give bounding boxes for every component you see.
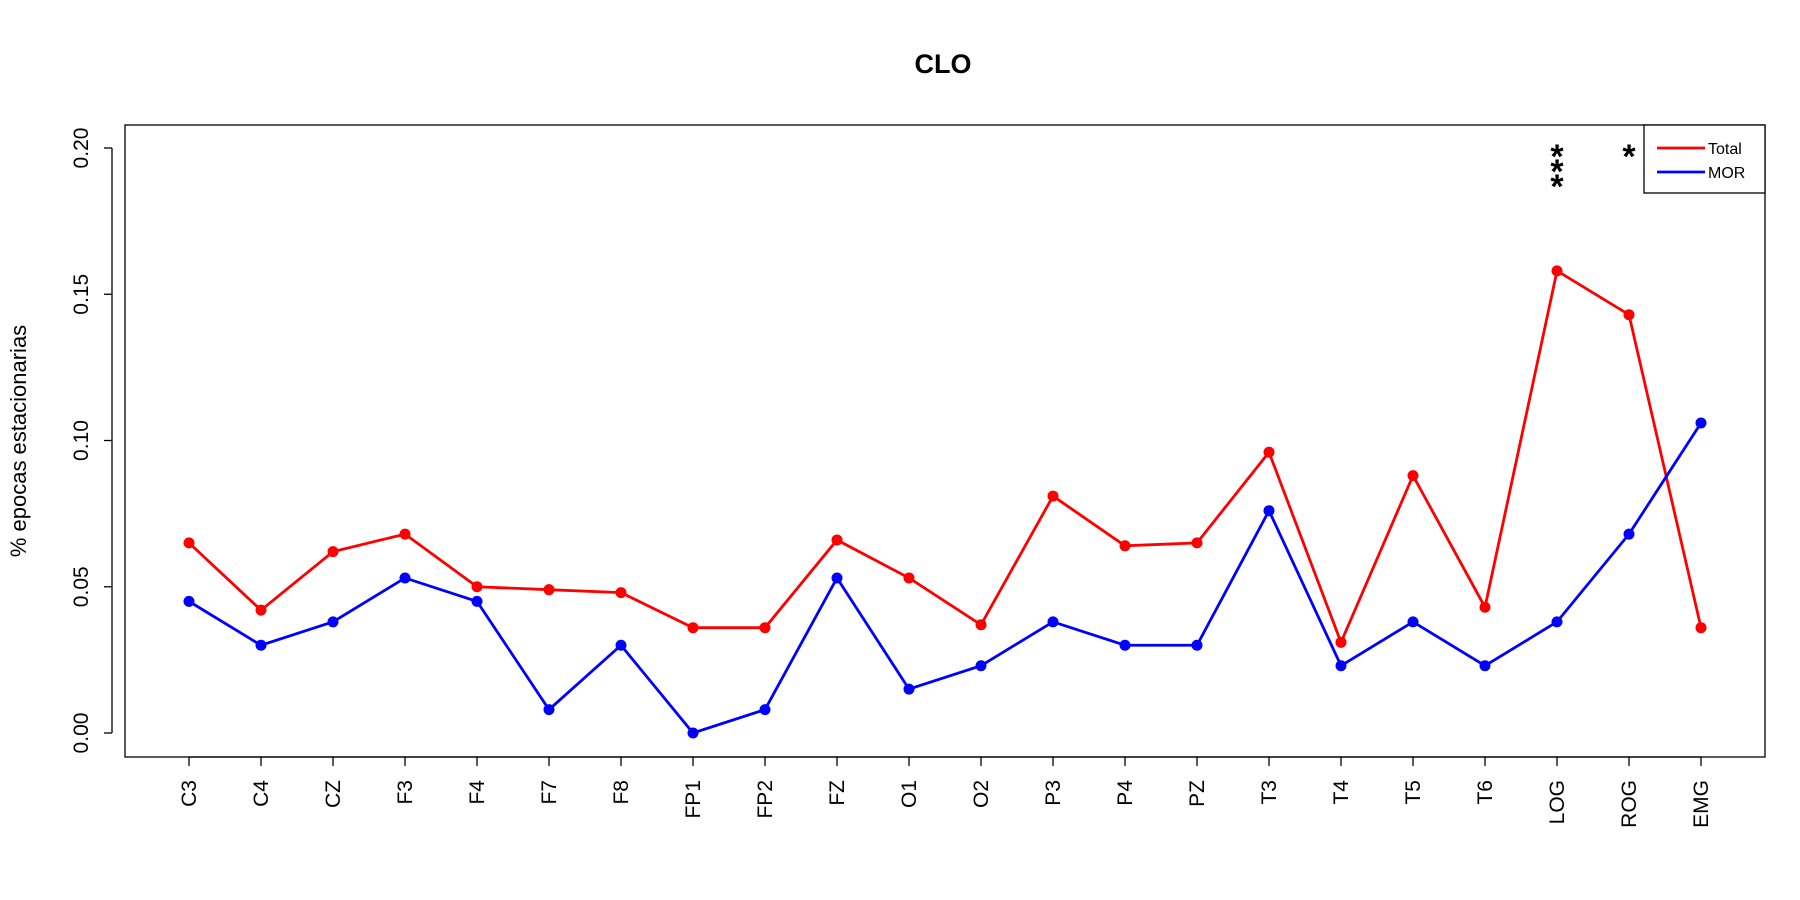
data-point xyxy=(399,528,411,540)
x-tick-label: T4 xyxy=(1330,780,1353,805)
data-point xyxy=(1047,616,1059,628)
data-point xyxy=(1695,622,1707,634)
legend-label: Total xyxy=(1708,141,1742,158)
x-tick-label: C3 xyxy=(178,780,201,807)
y-axis-label: % epocas estacionarias xyxy=(6,325,31,557)
data-point xyxy=(1119,639,1131,651)
x-axis: C3 C4 CZ F3 F4 F7 F8 FP1 FP2 FZ O1 O2 P3 P4 PZ T3 T4 T5 T6… xyxy=(178,756,1713,828)
data-point xyxy=(687,622,699,634)
x-tick-label: T5 xyxy=(1402,780,1425,805)
data-point xyxy=(1407,616,1419,628)
data-point xyxy=(759,622,771,634)
x-tick-label: ROG xyxy=(1618,780,1641,828)
data-point xyxy=(471,595,483,607)
data-point xyxy=(903,683,915,695)
chart-title: CLO xyxy=(915,49,972,79)
data-point xyxy=(1119,540,1131,552)
x-tick-label: FP2 xyxy=(754,780,777,819)
series-layer xyxy=(183,265,1707,739)
x-tick-label: LOG xyxy=(1546,780,1569,824)
series-line xyxy=(188,422,1703,735)
significance-star: * xyxy=(1550,168,1564,206)
data-point xyxy=(1191,639,1203,651)
data-point xyxy=(471,581,483,593)
x-tick-label: P3 xyxy=(1042,780,1065,806)
data-point xyxy=(1695,417,1707,429)
x-tick-label: T6 xyxy=(1474,780,1497,805)
series-line xyxy=(188,268,1703,647)
plot-frame xyxy=(124,124,1766,758)
y-tick-label: 0.00 xyxy=(70,713,93,754)
data-point xyxy=(975,660,987,672)
data-point xyxy=(831,534,843,546)
data-point xyxy=(975,619,987,631)
data-point xyxy=(903,572,915,584)
data-point xyxy=(1407,470,1419,482)
data-point xyxy=(1263,505,1275,517)
data-point xyxy=(759,704,771,716)
data-point xyxy=(1263,446,1275,458)
y-tick-label: 0.05 xyxy=(70,566,93,607)
y-tick-label: 0.20 xyxy=(70,128,93,169)
data-point xyxy=(1335,636,1347,648)
data-point xyxy=(1047,490,1059,502)
data-point xyxy=(1623,309,1635,321)
data-point xyxy=(831,572,843,584)
data-point xyxy=(1335,660,1347,672)
x-tick-label: EMG xyxy=(1690,780,1713,828)
data-point xyxy=(1479,660,1491,672)
x-tick-label: FZ xyxy=(826,780,849,806)
x-tick-label: F4 xyxy=(466,780,489,805)
data-point xyxy=(1191,537,1203,549)
data-point xyxy=(615,639,627,651)
x-tick-label: O1 xyxy=(898,780,921,808)
data-point xyxy=(543,704,555,716)
x-tick-label: CZ xyxy=(322,780,345,808)
x-tick-label: F3 xyxy=(394,780,417,805)
data-point xyxy=(255,604,267,616)
series-total xyxy=(183,265,1707,648)
data-point xyxy=(255,639,267,651)
data-point xyxy=(687,727,699,739)
legend: Total MOR xyxy=(1643,124,1766,194)
data-point xyxy=(1551,616,1563,628)
x-tick-label: F7 xyxy=(538,780,561,805)
y-tick-label: 0.15 xyxy=(70,274,93,315)
significance-star: * xyxy=(1550,138,1564,176)
legend-box xyxy=(1643,124,1766,194)
data-point xyxy=(327,616,339,628)
legend-label: MOR xyxy=(1708,165,1745,182)
x-tick-label: T3 xyxy=(1258,780,1281,805)
data-point xyxy=(1623,528,1635,540)
y-axis: 0.00 0.05 0.10 0.15 0.20 xyxy=(70,128,113,754)
significance-star: * xyxy=(1622,138,1636,176)
x-tick-label: PZ xyxy=(1186,780,1209,807)
data-point xyxy=(183,595,195,607)
x-tick-label: F8 xyxy=(610,780,633,805)
data-point xyxy=(1551,265,1563,277)
data-point xyxy=(543,584,555,596)
data-point xyxy=(615,587,627,599)
x-tick-label: FP1 xyxy=(682,780,705,819)
data-point xyxy=(1479,601,1491,613)
data-point xyxy=(327,546,339,558)
data-point xyxy=(183,537,195,549)
x-tick-label: C4 xyxy=(250,780,273,807)
x-tick-label: P4 xyxy=(1114,780,1137,806)
series-mor xyxy=(183,417,1707,739)
x-tick-label: O2 xyxy=(970,780,993,808)
significance-star: * xyxy=(1550,153,1564,191)
y-tick-label: 0.10 xyxy=(70,420,93,461)
data-point xyxy=(399,572,411,584)
